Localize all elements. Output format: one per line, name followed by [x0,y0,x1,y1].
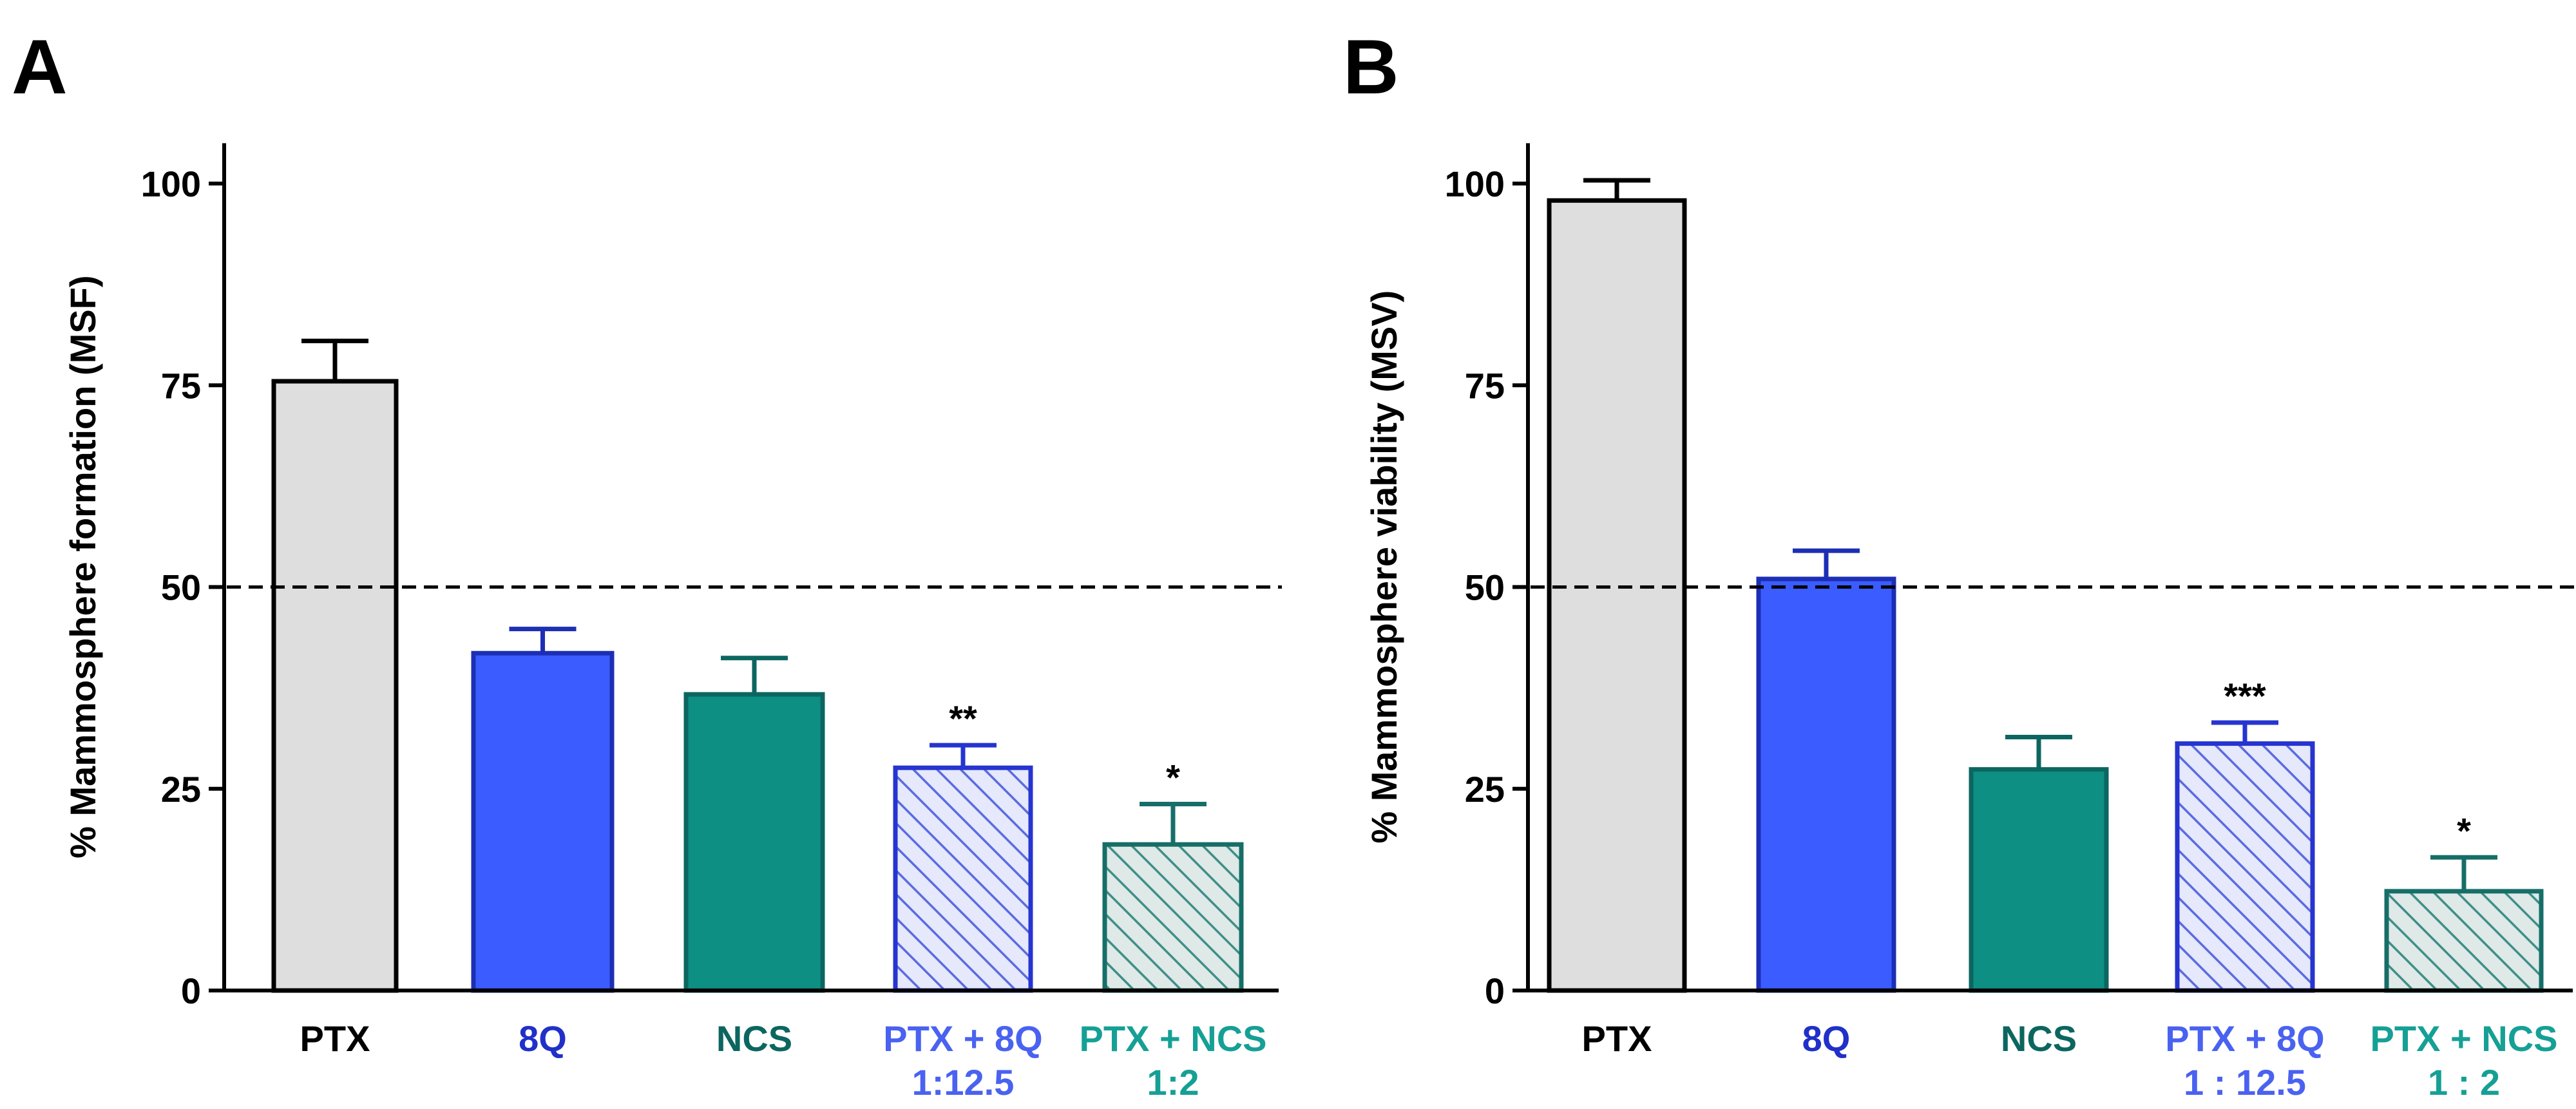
bar-a-ptx-0 [271,379,399,993]
bar-a-ncs-2 [683,692,825,993]
y-tick-label-a-100: 100 [141,164,201,204]
y-tick-label-b-100: 100 [1445,164,1505,204]
panel-label-b: B [1343,24,1399,110]
panel-b: B 0 25 50 75 100 % Mammosphere viability (MSV)… [1343,24,2576,1103]
y-tick-label-b-75: 75 [1465,365,1505,406]
x-tick-label-b-ptx-ncs-4-0: PTX + NCS [2371,1018,2558,1059]
y-tick-label-b-50: 50 [1465,567,1505,608]
y-tick-label-a-25: 25 [161,769,201,810]
significance-a-ptx-ncs-4: * [1166,757,1180,798]
bar-a-ptx-ncs-4 [1102,842,1244,993]
x-tick-label-b-ptx-ncs-4-1: 1 : 2 [2428,1062,2500,1103]
x-tick-label-b-ncs-2-0: NCS [2001,1018,2077,1059]
bar-a-8q-1 [471,650,615,993]
significance-a-ptx-8q-3: ** [949,698,977,739]
y-tick-label-a-75: 75 [161,365,201,406]
y-tick-label-b-0: 0 [1485,971,1505,1011]
y-tick-label-a-0: 0 [181,971,201,1011]
significance-b-ptx-ncs-4: * [2457,810,2471,851]
y-tick-label-a-50: 50 [161,567,201,608]
x-tick-label-a-ptx-8q-3-1: 1:12.5 [912,1062,1015,1103]
bar-b-8q-1 [1756,576,1896,993]
bar-b-ncs-2 [1969,767,2109,993]
panel-a: A 0 25 50 75 100 % Mammosphere formation (MSF)… [12,24,1282,1103]
x-tick-label-b-ptx-0-0: PTX [1582,1018,1652,1059]
x-tick-label-a-ncs-2-0: NCS [716,1018,792,1059]
x-tick-label-b-ptx-8q-3-1: 1 : 12.5 [2184,1062,2306,1103]
y-tick-label-b-25: 25 [1465,769,1505,810]
significance-b-ptx-8q-3: *** [2224,676,2266,716]
x-tick-label-a-ptx-8q-3-0: PTX + 8Q [883,1018,1042,1059]
bar-a-ptx-8q-3 [893,765,1033,993]
panel-label-a: A [12,24,68,110]
bar-b-ptx-8q-3 [2175,741,2315,993]
x-tick-label-a-ptx-ncs-4-1: 1:2 [1147,1062,1199,1103]
bar-b-ptx-0 [1547,198,1687,993]
bar-b-ptx-ncs-4 [2384,889,2544,993]
x-tick-label-a-ptx-ncs-4-0: PTX + NCS [1080,1018,1267,1059]
y-axis-label-b: % Mammosphere viability (MSV) [1364,290,1404,844]
x-tick-label-b-ptx-8q-3-0: PTX + 8Q [2165,1018,2324,1059]
x-tick-label-a-ptx-0-0: PTX [300,1018,370,1059]
x-tick-label-a-8q-1-0: 8Q [519,1018,567,1059]
x-tick-label-b-8q-1-0: 8Q [1802,1018,1851,1059]
y-axis-label-a: % Mammosphere formation (MSF) [62,275,103,858]
